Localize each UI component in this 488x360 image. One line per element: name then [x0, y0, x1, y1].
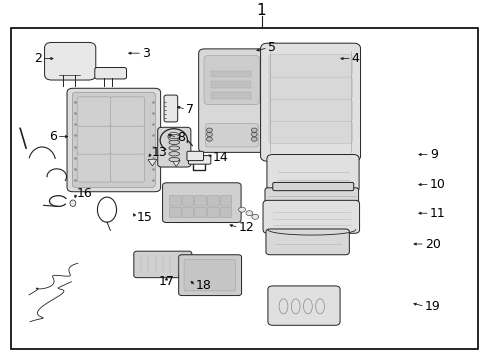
FancyBboxPatch shape	[110, 153, 144, 182]
Bar	[11, 28, 477, 348]
FancyBboxPatch shape	[272, 183, 353, 191]
FancyBboxPatch shape	[182, 196, 193, 206]
Ellipse shape	[168, 157, 179, 162]
FancyBboxPatch shape	[67, 88, 160, 192]
FancyBboxPatch shape	[268, 54, 351, 77]
FancyBboxPatch shape	[182, 207, 193, 217]
Polygon shape	[172, 161, 180, 167]
Circle shape	[251, 137, 257, 141]
FancyBboxPatch shape	[77, 125, 111, 154]
FancyBboxPatch shape	[263, 200, 359, 233]
Text: 10: 10	[429, 178, 445, 191]
FancyBboxPatch shape	[265, 229, 348, 255]
FancyBboxPatch shape	[110, 97, 144, 126]
Circle shape	[251, 132, 257, 136]
Text: 19: 19	[424, 300, 440, 313]
FancyBboxPatch shape	[220, 196, 231, 206]
Text: 6: 6	[49, 130, 57, 143]
Ellipse shape	[168, 152, 179, 156]
FancyBboxPatch shape	[207, 196, 219, 206]
Text: 5: 5	[267, 41, 275, 54]
FancyBboxPatch shape	[44, 42, 96, 80]
FancyBboxPatch shape	[158, 127, 190, 167]
FancyBboxPatch shape	[267, 286, 339, 325]
FancyBboxPatch shape	[220, 207, 231, 217]
FancyBboxPatch shape	[203, 56, 259, 104]
FancyBboxPatch shape	[163, 95, 177, 122]
Text: 12: 12	[238, 221, 254, 234]
Ellipse shape	[168, 134, 179, 139]
FancyBboxPatch shape	[77, 97, 111, 126]
FancyBboxPatch shape	[95, 68, 126, 79]
FancyBboxPatch shape	[205, 124, 258, 147]
FancyBboxPatch shape	[198, 49, 264, 152]
Text: 1: 1	[256, 3, 266, 18]
Text: 14: 14	[212, 150, 228, 163]
Text: 13: 13	[152, 146, 167, 159]
Text: 8: 8	[177, 131, 185, 144]
Circle shape	[206, 137, 212, 141]
Bar	[211, 92, 251, 99]
Ellipse shape	[168, 140, 179, 144]
Text: 11: 11	[429, 207, 445, 220]
FancyBboxPatch shape	[107, 148, 122, 161]
FancyBboxPatch shape	[194, 207, 206, 217]
Ellipse shape	[168, 146, 179, 150]
Polygon shape	[148, 159, 157, 166]
Text: 7: 7	[185, 103, 194, 116]
FancyBboxPatch shape	[183, 260, 235, 291]
FancyBboxPatch shape	[162, 183, 241, 222]
FancyBboxPatch shape	[268, 76, 351, 99]
Circle shape	[206, 132, 212, 136]
FancyBboxPatch shape	[268, 121, 351, 144]
Circle shape	[245, 211, 252, 216]
Circle shape	[206, 128, 212, 132]
Ellipse shape	[70, 200, 76, 206]
FancyBboxPatch shape	[178, 255, 241, 296]
Bar	[211, 81, 251, 88]
FancyBboxPatch shape	[264, 188, 358, 204]
FancyBboxPatch shape	[169, 207, 181, 217]
FancyBboxPatch shape	[169, 196, 181, 206]
Bar	[211, 71, 251, 77]
FancyBboxPatch shape	[260, 43, 360, 161]
FancyBboxPatch shape	[77, 153, 111, 182]
Text: 15: 15	[136, 211, 152, 224]
FancyBboxPatch shape	[186, 151, 203, 161]
Text: 17: 17	[158, 275, 174, 288]
Text: 9: 9	[429, 148, 437, 161]
FancyBboxPatch shape	[207, 207, 219, 217]
FancyBboxPatch shape	[110, 125, 144, 154]
FancyBboxPatch shape	[188, 156, 210, 164]
FancyBboxPatch shape	[72, 92, 155, 188]
Circle shape	[238, 207, 245, 212]
Circle shape	[167, 132, 179, 141]
Text: 20: 20	[424, 238, 440, 251]
FancyBboxPatch shape	[134, 251, 191, 278]
FancyBboxPatch shape	[268, 99, 351, 122]
Text: 16: 16	[76, 188, 92, 201]
FancyBboxPatch shape	[194, 196, 206, 206]
Circle shape	[251, 128, 257, 132]
Text: 2: 2	[34, 52, 42, 65]
Text: 18: 18	[195, 279, 211, 292]
Circle shape	[251, 214, 258, 219]
FancyBboxPatch shape	[266, 154, 358, 193]
Text: 4: 4	[351, 52, 359, 65]
Text: 3: 3	[142, 47, 150, 60]
